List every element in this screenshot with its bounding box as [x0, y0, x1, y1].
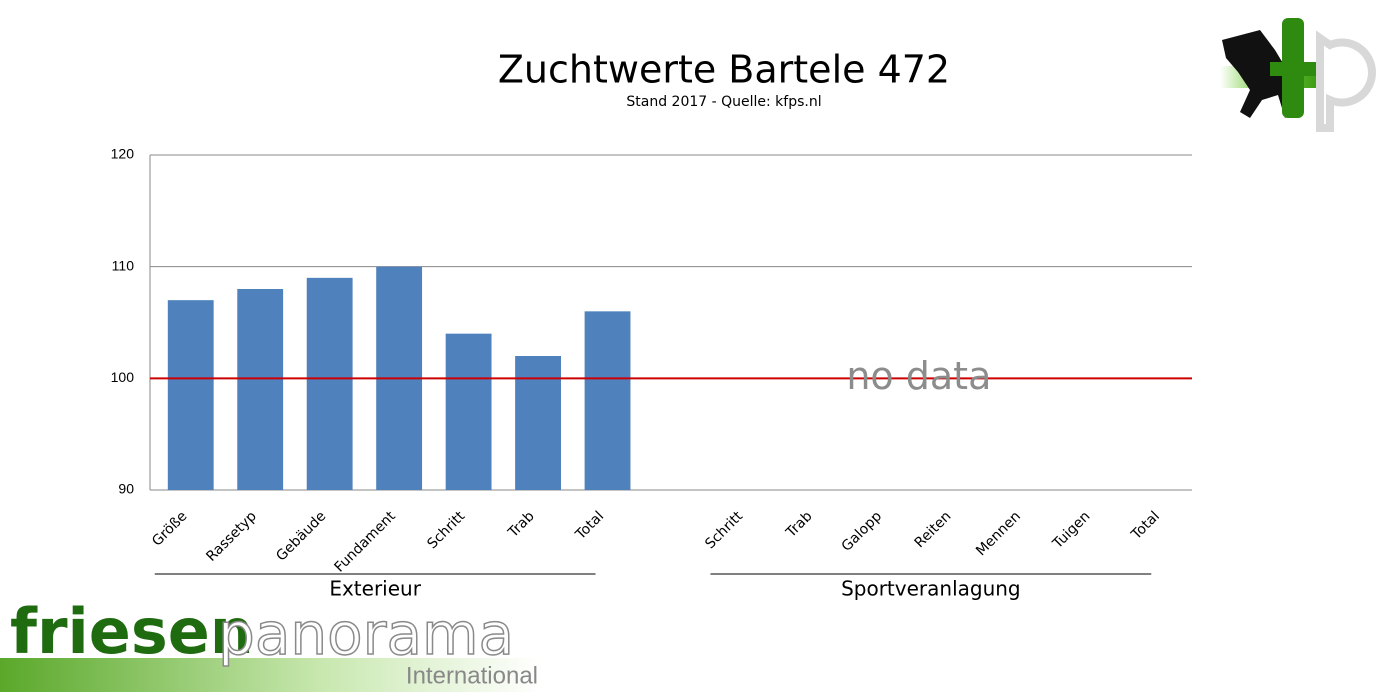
y-tick-label: 110 [112, 257, 135, 273]
chart-title: Zuchtwerte Bartele 472 [498, 48, 950, 92]
chart-subtitle: Stand 2017 - Quelle: kfps.nl [626, 94, 821, 110]
x-tick-label: Rassetyp [203, 508, 260, 565]
x-tick-label: Galopp [839, 508, 886, 555]
logo-text: panorama [218, 600, 514, 668]
annotation: no data [846, 354, 991, 398]
x-tick-label: Mennen [973, 508, 1024, 559]
bar [584, 311, 631, 490]
bar [237, 289, 284, 490]
x-tick-label: Trab [783, 508, 816, 541]
x-tick-label: Schritt [702, 508, 746, 552]
friesenpanorama-logo: friesen panorama International [0, 595, 540, 692]
x-tick-label: Tuigen [1049, 508, 1093, 552]
bar [445, 333, 492, 490]
bar [167, 300, 214, 490]
y-tick-label: 120 [111, 146, 135, 162]
y-tick-label: 90 [118, 481, 134, 497]
logo-text: friesen [10, 595, 254, 668]
x-tick-label: Größe [149, 508, 190, 549]
x-tick-label: Trab [505, 508, 538, 541]
x-tick-label: Total [1128, 508, 1163, 543]
x-tick-label: Total [572, 508, 607, 543]
y-tick-label: 100 [111, 369, 135, 385]
x-tick-label: Schritt [424, 508, 468, 552]
kfps-logo [1220, 18, 1376, 132]
group-label: Exterieur [329, 577, 421, 601]
bar [306, 277, 353, 490]
logo-text: International [406, 662, 538, 689]
group-label: Sportveranlagung [841, 577, 1021, 601]
x-tick-label: Gebäude [273, 508, 329, 564]
x-tick-label: Fundament [332, 508, 400, 576]
bar [515, 356, 561, 490]
x-tick-label: Reiten [912, 508, 955, 551]
